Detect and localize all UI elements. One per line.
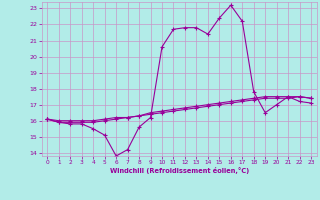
X-axis label: Windchill (Refroidissement éolien,°C): Windchill (Refroidissement éolien,°C) [109,167,249,174]
